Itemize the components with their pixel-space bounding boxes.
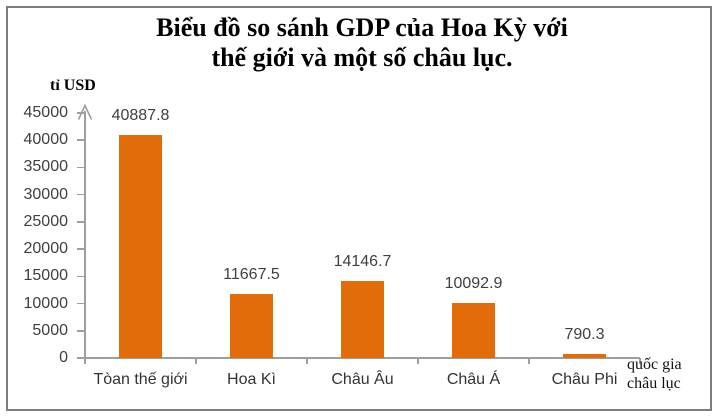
y-tick-label: 0	[59, 349, 68, 366]
chart-title: Biểu đồ so sánh GDP của Hoa Kỳ với thế g…	[0, 13, 720, 73]
y-tick-label: 30000	[23, 185, 69, 203]
bar-value-label: 11667.5	[223, 266, 280, 284]
x-tick-mark	[195, 358, 197, 364]
bar-value-label: 790.3	[564, 325, 605, 343]
y-tick-label: 25000	[23, 212, 69, 230]
bar	[119, 135, 162, 358]
y-tick-mark	[77, 193, 85, 196]
chart-title-line1: Biểu đồ so sánh GDP của Hoa Kỳ với	[156, 13, 568, 42]
y-tick-mark	[77, 112, 85, 114]
x-tick-mark	[306, 358, 308, 364]
y-tick-label: 10000	[23, 294, 69, 312]
x-tick-mark	[417, 358, 419, 364]
category-label: Châu Phi	[551, 371, 618, 388]
chart-title-line2: thế giới và một số châu lục.	[211, 43, 513, 72]
category-label: Tòan thế giới	[93, 371, 188, 388]
bar-value-label: 40887.8	[111, 107, 170, 125]
x-axis-unit-label: quốc gia châu lục	[627, 355, 713, 393]
x-axis-line	[85, 357, 640, 359]
y-tick-mark	[77, 166, 85, 169]
bar-value-label: 10092.9	[444, 275, 503, 293]
y-tick-label: 40000	[23, 131, 69, 149]
bar	[341, 280, 384, 358]
bar	[230, 294, 273, 358]
y-tick-mark	[77, 357, 85, 359]
y-axis-unit-label: tỉ USD	[50, 77, 96, 94]
y-axis-line	[84, 111, 86, 364]
y-tick-label: 20000	[23, 240, 69, 258]
category-label: Hoa Kì	[227, 371, 276, 388]
y-tick-mark	[77, 221, 85, 223]
y-tick-mark	[77, 248, 85, 250]
x-tick-mark	[528, 358, 530, 364]
chart-frame-border	[6, 6, 712, 411]
bar-value-label: 14146.7	[333, 252, 392, 270]
y-tick-label: 15000	[23, 267, 69, 285]
x-axis-unit-line1: quốc gia	[627, 356, 682, 373]
y-tick-mark	[77, 139, 85, 142]
bar	[563, 353, 606, 358]
x-axis-unit-line2: châu lục	[627, 375, 681, 392]
y-tick-mark	[77, 302, 85, 305]
y-axis-arrow-icon	[77, 104, 93, 120]
y-tick-label: 35000	[23, 158, 69, 176]
category-label: Châu Á	[446, 371, 501, 388]
y-tick-mark	[77, 329, 85, 332]
y-tick-label: 45000	[23, 104, 69, 121]
y-tick-label: 5000	[32, 321, 68, 339]
category-label: Châu Âu	[331, 371, 394, 388]
bar	[452, 303, 495, 358]
x-tick-mark	[639, 358, 641, 364]
y-tick-mark	[77, 275, 85, 278]
